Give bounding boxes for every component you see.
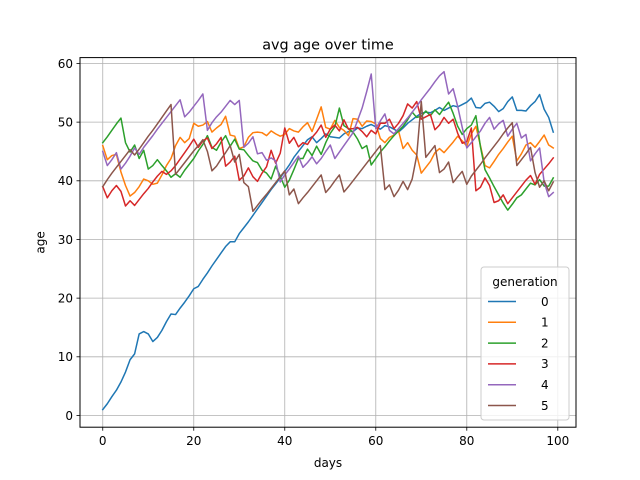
legend: generation 0 1 2 3 4 5 xyxy=(480,266,570,421)
legend-box xyxy=(480,266,570,421)
legend-label-5: 5 xyxy=(541,399,549,413)
y-tick-label: 10 xyxy=(58,350,73,364)
y-tick-label: 0 xyxy=(65,409,73,423)
legend-label-3: 3 xyxy=(541,357,549,371)
legend-title: generation xyxy=(492,275,557,289)
y-axis-ticks: 0 10 20 30 40 50 60 xyxy=(58,57,80,423)
x-tick-label: 60 xyxy=(368,434,383,448)
legend-label-1: 1 xyxy=(541,316,549,330)
x-tick-label: 40 xyxy=(277,434,292,448)
series-lines xyxy=(101,70,555,411)
x-tick-label: 80 xyxy=(459,434,474,448)
legend-label-0: 0 xyxy=(541,295,549,309)
y-axis-title: age xyxy=(34,231,48,253)
chart-title: avg age over time xyxy=(262,38,394,54)
y-tick-label: 40 xyxy=(58,174,73,188)
plot-area-frame xyxy=(79,57,577,428)
legend-label-4: 4 xyxy=(541,378,549,392)
y-tick-label: 60 xyxy=(58,57,73,71)
x-tick-label: 20 xyxy=(186,434,201,448)
series-line-5 xyxy=(101,100,555,213)
y-tick-label: 30 xyxy=(58,233,73,247)
series-line-2 xyxy=(101,101,555,211)
series-line-4 xyxy=(101,70,555,198)
x-axis-ticks: 0 20 40 60 80 100 xyxy=(99,427,569,448)
grid xyxy=(80,57,576,428)
x-tick-label: 100 xyxy=(546,434,569,448)
x-axis-title: days xyxy=(314,456,342,470)
legend-items: 0 1 2 3 4 5 xyxy=(488,295,549,413)
series-line-0 xyxy=(101,93,555,411)
x-tick-label: 0 xyxy=(99,434,107,448)
y-tick-label: 50 xyxy=(58,115,73,129)
y-tick-label: 20 xyxy=(58,291,73,305)
series-line-3 xyxy=(101,100,555,207)
legend-label-2: 2 xyxy=(541,336,549,350)
